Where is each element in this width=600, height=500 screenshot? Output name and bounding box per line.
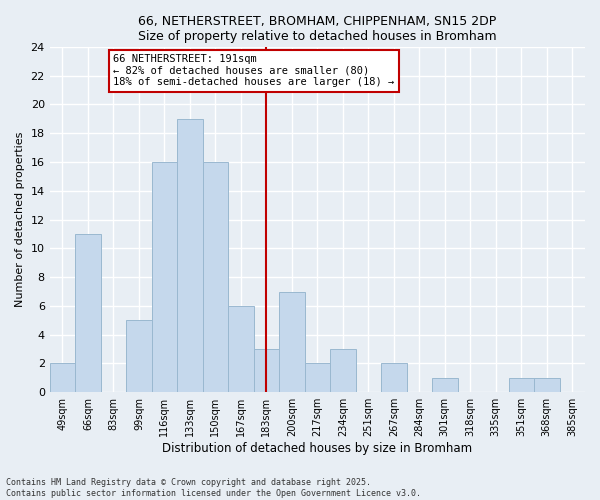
Bar: [228, 306, 254, 392]
Bar: [534, 378, 560, 392]
Bar: [126, 320, 152, 392]
Text: 66 NETHERSTREET: 191sqm
← 82% of detached houses are smaller (80)
18% of semi-de: 66 NETHERSTREET: 191sqm ← 82% of detache…: [113, 54, 395, 88]
Bar: [381, 364, 407, 392]
Bar: [75, 234, 101, 392]
Bar: [203, 162, 228, 392]
Bar: [177, 119, 203, 392]
Y-axis label: Number of detached properties: Number of detached properties: [15, 132, 25, 308]
Bar: [152, 162, 177, 392]
Bar: [279, 292, 305, 392]
Bar: [330, 349, 356, 392]
Title: 66, NETHERSTREET, BROMHAM, CHIPPENHAM, SN15 2DP
Size of property relative to det: 66, NETHERSTREET, BROMHAM, CHIPPENHAM, S…: [138, 15, 497, 43]
Bar: [305, 364, 330, 392]
Bar: [432, 378, 458, 392]
Bar: [509, 378, 534, 392]
Bar: [254, 349, 279, 392]
Text: Contains HM Land Registry data © Crown copyright and database right 2025.
Contai: Contains HM Land Registry data © Crown c…: [6, 478, 421, 498]
Bar: [50, 364, 75, 392]
X-axis label: Distribution of detached houses by size in Bromham: Distribution of detached houses by size …: [162, 442, 472, 455]
